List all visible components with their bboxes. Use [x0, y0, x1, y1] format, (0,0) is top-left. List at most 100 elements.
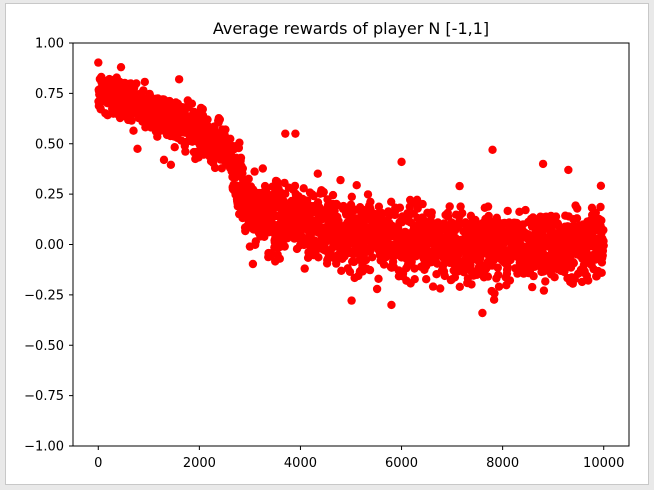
data-point: [505, 276, 515, 285]
data-point-outlier: [538, 159, 548, 169]
data-point: [529, 271, 538, 281]
data-point: [569, 258, 578, 268]
data-point: [127, 116, 136, 125]
data-point: [337, 266, 346, 275]
data-point: [209, 155, 218, 164]
data-point: [599, 225, 608, 235]
data-point: [440, 271, 449, 281]
data-point: [596, 202, 605, 212]
data-point: [455, 181, 464, 191]
data-point: [573, 204, 582, 213]
data-point: [336, 175, 345, 185]
data-point: [319, 187, 328, 197]
data-point: [596, 181, 606, 190]
data-point: [591, 208, 600, 217]
data-point-outlier: [291, 129, 300, 138]
data-point: [258, 164, 267, 173]
x-tick-label: 6000: [385, 456, 418, 471]
points-layer: [94, 58, 608, 318]
data-point: [210, 163, 220, 173]
y-tick-label: −1.00: [24, 440, 64, 455]
data-point: [418, 199, 427, 209]
data-point: [203, 115, 212, 124]
data-point: [395, 203, 405, 212]
data-point: [572, 214, 582, 223]
data-point: [198, 105, 207, 114]
data-point: [366, 197, 375, 206]
x-tick-label: 2000: [183, 456, 216, 471]
y-tick-label: 1.00: [35, 37, 64, 52]
x-tick-label: 4000: [284, 456, 317, 471]
data-point: [503, 206, 512, 216]
chart-title: Average rewards of player N [-1,1]: [213, 19, 489, 38]
data-point: [579, 260, 589, 270]
data-point: [427, 208, 436, 217]
data-point: [140, 77, 149, 87]
data-point: [300, 264, 309, 273]
data-point: [597, 216, 606, 225]
data-point: [275, 254, 284, 263]
data-point: [250, 167, 259, 176]
data-point: [221, 125, 230, 134]
data-point: [332, 259, 341, 268]
data-point: [235, 138, 244, 147]
data-point: [347, 296, 356, 305]
data-point: [436, 284, 445, 293]
data-point: [528, 282, 537, 292]
data-point: [363, 190, 373, 199]
data-point: [372, 284, 382, 294]
y-tick-label: 0.00: [35, 238, 64, 253]
data-point: [139, 86, 148, 95]
data-point: [494, 270, 503, 280]
data-point: [94, 58, 103, 67]
data-point-outlier: [116, 62, 126, 72]
x-tick-label: 0: [94, 456, 102, 471]
y-tick-label: 0.50: [35, 137, 64, 152]
data-point: [244, 174, 253, 183]
data-point: [347, 192, 356, 201]
data-point: [458, 209, 467, 218]
data-point: [493, 263, 502, 272]
data-point: [445, 202, 454, 211]
data-point-outlier: [159, 155, 169, 165]
data-point: [422, 275, 431, 284]
data-point: [170, 143, 179, 152]
data-point: [467, 280, 476, 289]
y-tick-label: 0.75: [35, 87, 64, 102]
data-point: [456, 202, 465, 211]
data-point: [490, 289, 499, 298]
data-point: [379, 260, 389, 269]
data-point-outlier: [564, 165, 573, 175]
data-point: [597, 268, 606, 277]
data-point: [345, 267, 355, 276]
data-point: [328, 190, 338, 200]
data-point: [248, 259, 258, 269]
y-tick-label: −0.25: [24, 288, 64, 303]
data-point: [281, 189, 290, 198]
data-point: [299, 184, 308, 193]
data-point-outlier: [174, 75, 184, 84]
data-point: [352, 181, 361, 190]
data-point: [521, 205, 530, 215]
data-point: [187, 99, 197, 108]
data-point: [428, 282, 438, 291]
data-point: [132, 79, 141, 88]
data-point: [489, 295, 499, 304]
data-point: [374, 202, 384, 211]
data-point: [410, 264, 419, 273]
data-point-outlier: [478, 308, 487, 318]
data-point-outlier: [281, 129, 290, 138]
data-point: [280, 242, 289, 251]
data-point: [290, 181, 300, 191]
data-point-outlier: [397, 157, 406, 167]
x-tick-label: 8000: [486, 456, 519, 471]
data-point: [314, 253, 323, 262]
data-point: [181, 147, 190, 156]
data-point-outlier: [387, 300, 396, 310]
axes-layer: 0 2000 4000 6000 8000 10000 1.00 0.75 0.50 0.25 0.…: [24, 37, 630, 471]
data-point: [133, 144, 142, 153]
data-point: [313, 169, 322, 178]
y-tick-label: 0.25: [35, 188, 64, 203]
data-point: [551, 212, 561, 221]
